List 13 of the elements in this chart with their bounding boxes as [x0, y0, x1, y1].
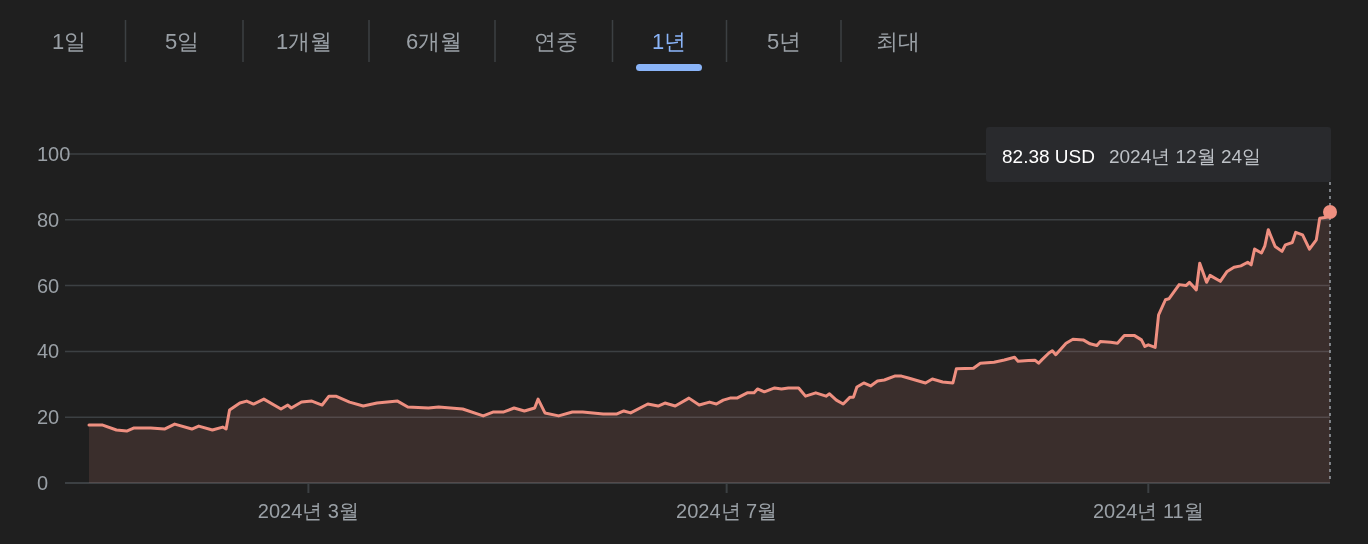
y-tick-label: 80 [37, 208, 60, 231]
range-tabs: 1일 5일 1개월 6개월 연중 1년 5년 최대 [51, 19, 920, 71]
x-tick-label: 2024년 7월 [676, 500, 778, 522]
x-tick-label: 2024년 3월 [257, 500, 359, 522]
x-tick-label: 2024년 11월 [1092, 500, 1204, 522]
tooltip: 82.38 USD 2024년 12월 24일 [986, 127, 1337, 484]
y-tick-label: 0 [37, 472, 49, 494]
annotation: 82.38 USD [1002, 146, 1095, 167]
y-tick-label: 20 [37, 406, 60, 429]
y-tick-label: 100 [37, 143, 71, 165]
y-tick-label: 40 [37, 340, 60, 363]
annotation: 2024년 12월 24일 [1108, 146, 1262, 167]
y-tick-label: 60 [37, 274, 60, 297]
